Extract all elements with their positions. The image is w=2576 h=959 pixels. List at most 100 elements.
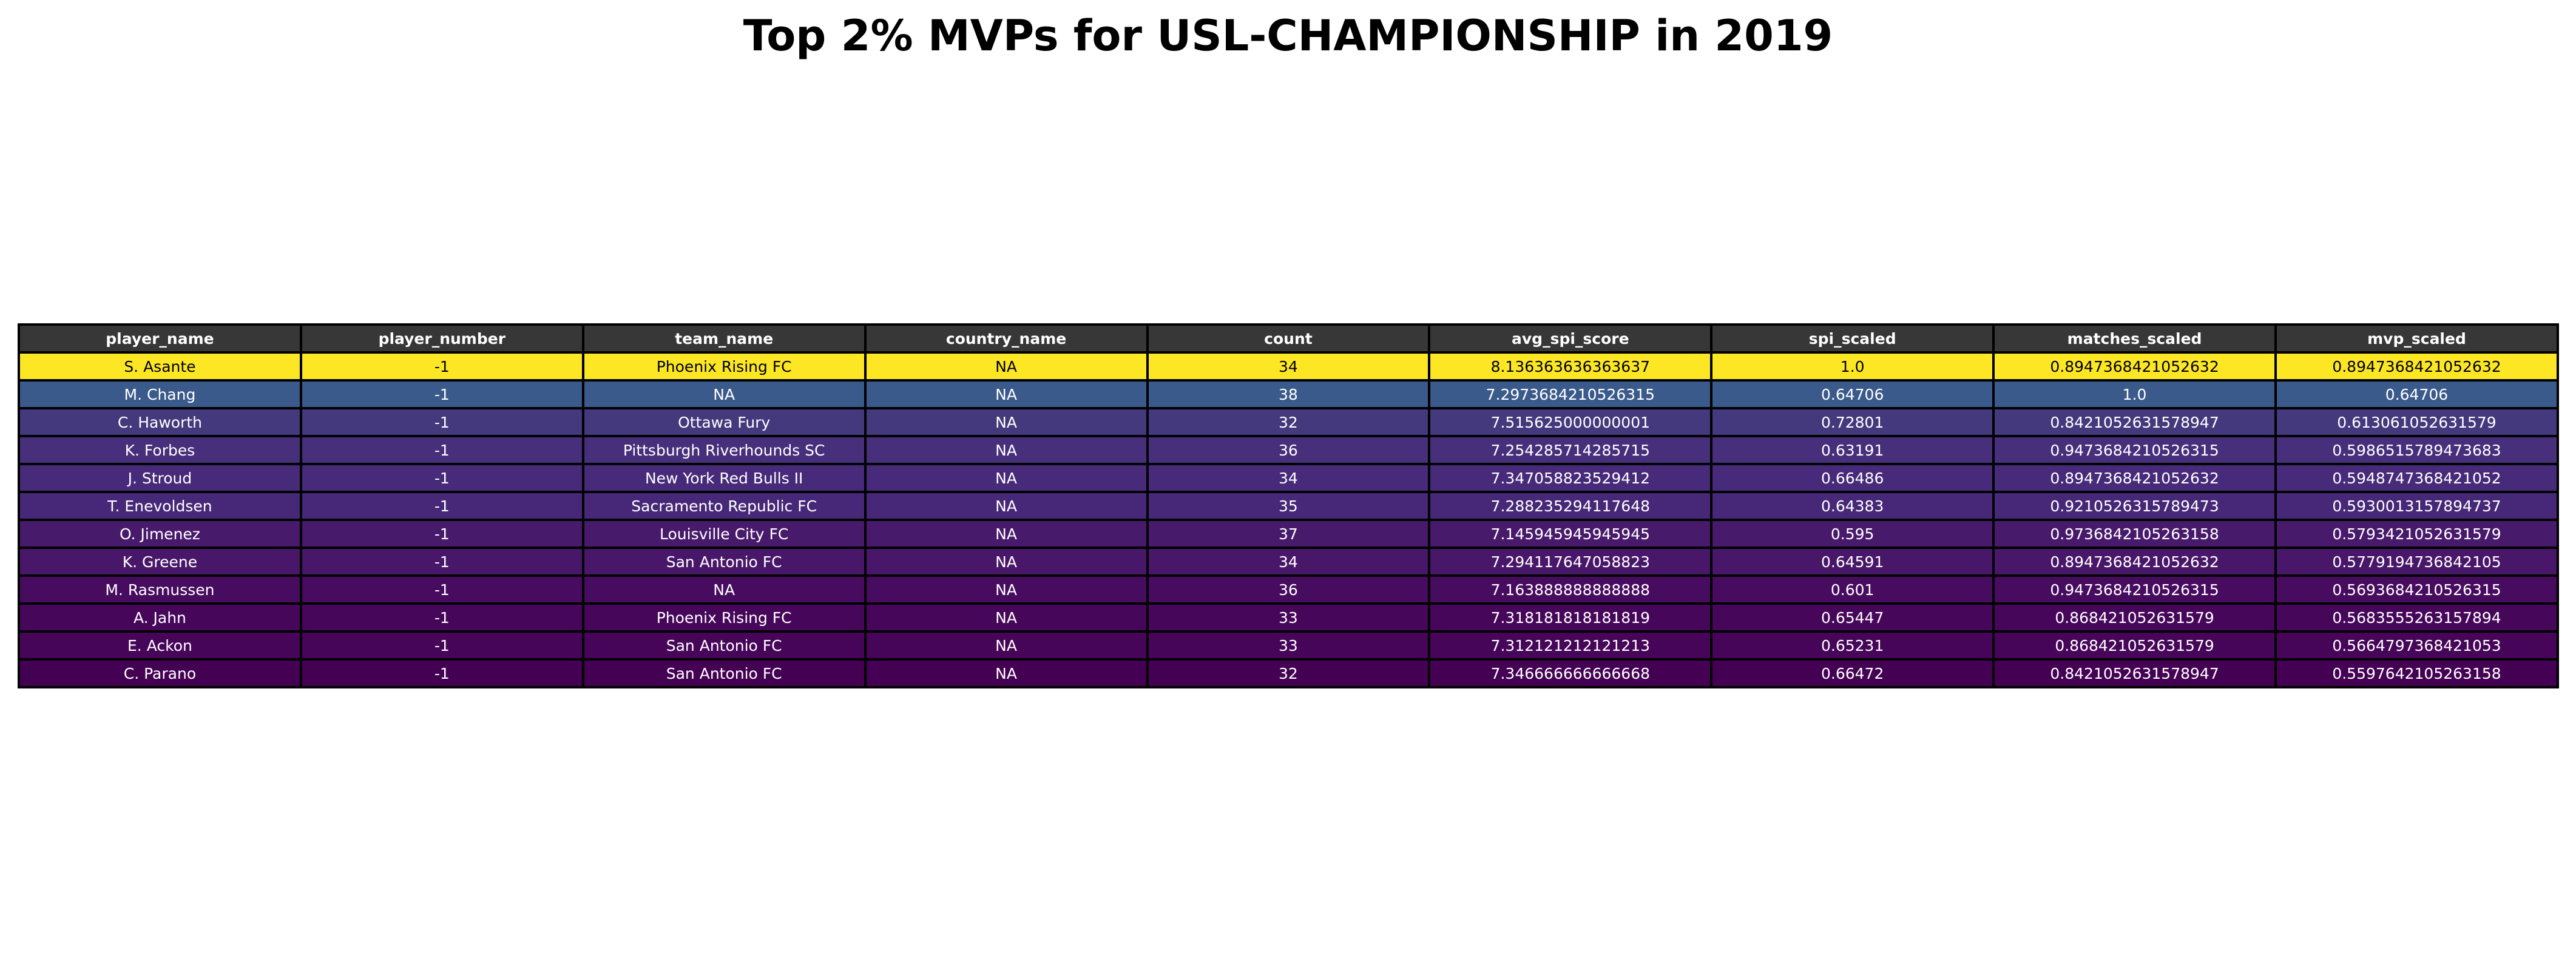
- cell-count: 38: [1146, 379, 1431, 409]
- cell-spi-scaled: 0.66486: [1710, 463, 1995, 493]
- cell-matches-scaled: 0.9210526315789473: [1992, 491, 2277, 521]
- table-row: S. Asante -1 Phoenix Rising FC NA 34 8.136363…: [18, 351, 2559, 382]
- cell-country-name: NA: [864, 574, 1149, 605]
- cell-mvp-scaled: 0.5693684210526315: [2274, 574, 2559, 605]
- cell-country-name: NA: [864, 435, 1149, 465]
- table-row: K. Forbes -1 Pittsburgh Riverhounds SC NA 36…: [18, 435, 2559, 465]
- cell-avg-spi-score: 7.312121212121213: [1428, 630, 1713, 661]
- cell-mvp-scaled: 0.5793421052631579: [2274, 519, 2559, 549]
- table-header: player_name player_number team_name country…: [18, 323, 2559, 354]
- table-row: J. Stroud -1 New York Red Bulls II NA 34 7.34…: [18, 463, 2559, 493]
- cell-count: 35: [1146, 491, 1431, 521]
- table-row: A. Jahn -1 Phoenix Rising FC NA 33 7.31818181…: [18, 602, 2559, 633]
- column-header-matches-scaled: matches_scaled: [1992, 323, 2277, 354]
- cell-player-name: T. Enevoldsen: [18, 491, 302, 521]
- cell-player-number: -1: [299, 407, 584, 437]
- mvp-table: player_name player_number team_name country…: [18, 323, 2559, 688]
- cell-player-name: M. Chang: [18, 379, 302, 409]
- cell-spi-scaled: 0.72801: [1710, 407, 1995, 437]
- cell-mvp-scaled: 0.5683555263157894: [2274, 602, 2559, 633]
- header-row: player_name player_number team_name country…: [18, 323, 2559, 354]
- cell-player-number: -1: [299, 463, 584, 493]
- cell-count: 36: [1146, 574, 1431, 605]
- cell-player-name: E. Ackon: [18, 630, 302, 661]
- cell-team-name: Ottawa Fury: [581, 407, 867, 437]
- column-header-spi-scaled: spi_scaled: [1710, 323, 1995, 354]
- cell-matches-scaled: 0.868421052631579: [1992, 602, 2277, 633]
- cell-mvp-scaled: 0.5779194736842105: [2274, 547, 2559, 577]
- cell-country-name: NA: [864, 658, 1149, 688]
- cell-country-name: NA: [864, 519, 1149, 549]
- cell-matches-scaled: 0.9473684210526315: [1992, 574, 2277, 605]
- cell-player-number: -1: [299, 379, 584, 409]
- mvp-table-container: player_name player_number team_name country…: [18, 323, 2559, 688]
- cell-spi-scaled: 0.65231: [1710, 630, 1995, 661]
- cell-count: 32: [1146, 658, 1431, 688]
- cell-mvp-scaled: 0.5986515789473683: [2274, 435, 2559, 465]
- cell-mvp-scaled: 0.5930013157894737: [2274, 491, 2559, 521]
- table-row: T. Enevoldsen -1 Sacramento Republic FC NA 3…: [18, 491, 2559, 521]
- cell-count: 32: [1146, 407, 1431, 437]
- cell-spi-scaled: 1.0: [1710, 351, 1995, 382]
- cell-team-name: NA: [581, 574, 867, 605]
- cell-avg-spi-score: 7.288235294117648: [1428, 491, 1713, 521]
- cell-avg-spi-score: 8.136363636363637: [1428, 351, 1713, 382]
- cell-player-number: -1: [299, 435, 584, 465]
- cell-matches-scaled: 0.8947368421052632: [1992, 351, 2277, 382]
- cell-player-number: -1: [299, 630, 584, 661]
- cell-avg-spi-score: 7.2973684210526315: [1428, 379, 1713, 409]
- cell-player-number: -1: [299, 519, 584, 549]
- cell-avg-spi-score: 7.515625000000001: [1428, 407, 1713, 437]
- column-header-player-number: player_number: [299, 323, 584, 354]
- cell-team-name: Phoenix Rising FC: [581, 351, 867, 382]
- cell-player-number: -1: [299, 491, 584, 521]
- cell-player-name: C. Haworth: [18, 407, 302, 437]
- cell-spi-scaled: 0.65447: [1710, 602, 1995, 633]
- cell-avg-spi-score: 7.163888888888888: [1428, 574, 1713, 605]
- cell-mvp-scaled: 0.64706: [2274, 379, 2559, 409]
- cell-country-name: NA: [864, 547, 1149, 577]
- cell-country-name: NA: [864, 351, 1149, 382]
- cell-mvp-scaled: 0.5948747368421052: [2274, 463, 2559, 493]
- cell-matches-scaled: 0.8947368421052632: [1992, 547, 2277, 577]
- cell-player-name: C. Parano: [18, 658, 302, 688]
- cell-count: 34: [1146, 463, 1431, 493]
- cell-team-name: New York Red Bulls II: [581, 463, 867, 493]
- cell-count: 33: [1146, 630, 1431, 661]
- cell-player-name: J. Stroud: [18, 463, 302, 493]
- cell-spi-scaled: 0.64383: [1710, 491, 1995, 521]
- cell-country-name: NA: [864, 602, 1149, 633]
- cell-mvp-scaled: 0.613061052631579: [2274, 407, 2559, 437]
- cell-player-name: K. Forbes: [18, 435, 302, 465]
- cell-spi-scaled: 0.64706: [1710, 379, 1995, 409]
- cell-team-name: San Antonio FC: [581, 658, 867, 688]
- cell-country-name: NA: [864, 379, 1149, 409]
- cell-count: 34: [1146, 547, 1431, 577]
- column-header-country-name: country_name: [864, 323, 1149, 354]
- cell-avg-spi-score: 7.254285714285715: [1428, 435, 1713, 465]
- cell-team-name: Sacramento Republic FC: [581, 491, 867, 521]
- column-header-player-name: player_name: [18, 323, 302, 354]
- cell-country-name: NA: [864, 463, 1149, 493]
- cell-player-number: -1: [299, 574, 584, 605]
- table-row: C. Parano -1 San Antonio FC NA 32 7.346666666…: [18, 658, 2559, 688]
- cell-player-number: -1: [299, 602, 584, 633]
- table-body: S. Asante -1 Phoenix Rising FC NA 34 8.136363…: [18, 351, 2559, 688]
- cell-player-number: -1: [299, 547, 584, 577]
- cell-matches-scaled: 0.8947368421052632: [1992, 463, 2277, 493]
- column-header-count: count: [1146, 323, 1431, 354]
- cell-spi-scaled: 0.63191: [1710, 435, 1995, 465]
- table-row: E. Ackon -1 San Antonio FC NA 33 7.3121212121…: [18, 630, 2559, 661]
- cell-avg-spi-score: 7.347058823529412: [1428, 463, 1713, 493]
- cell-count: 33: [1146, 602, 1431, 633]
- column-header-avg-spi-score: avg_spi_score: [1428, 323, 1713, 354]
- cell-count: 36: [1146, 435, 1431, 465]
- table-row: K. Greene -1 San Antonio FC NA 34 7.294117647…: [18, 547, 2559, 577]
- cell-player-name: S. Asante: [18, 351, 302, 382]
- cell-matches-scaled: 0.8421052631578947: [1992, 407, 2277, 437]
- cell-spi-scaled: 0.66472: [1710, 658, 1995, 688]
- cell-spi-scaled: 0.601: [1710, 574, 1995, 605]
- column-header-mvp-scaled: mvp_scaled: [2274, 323, 2559, 354]
- table-row: M. Chang -1 NA NA 38 7.2973684210526315 0.6470…: [18, 379, 2559, 409]
- cell-team-name: San Antonio FC: [581, 547, 867, 577]
